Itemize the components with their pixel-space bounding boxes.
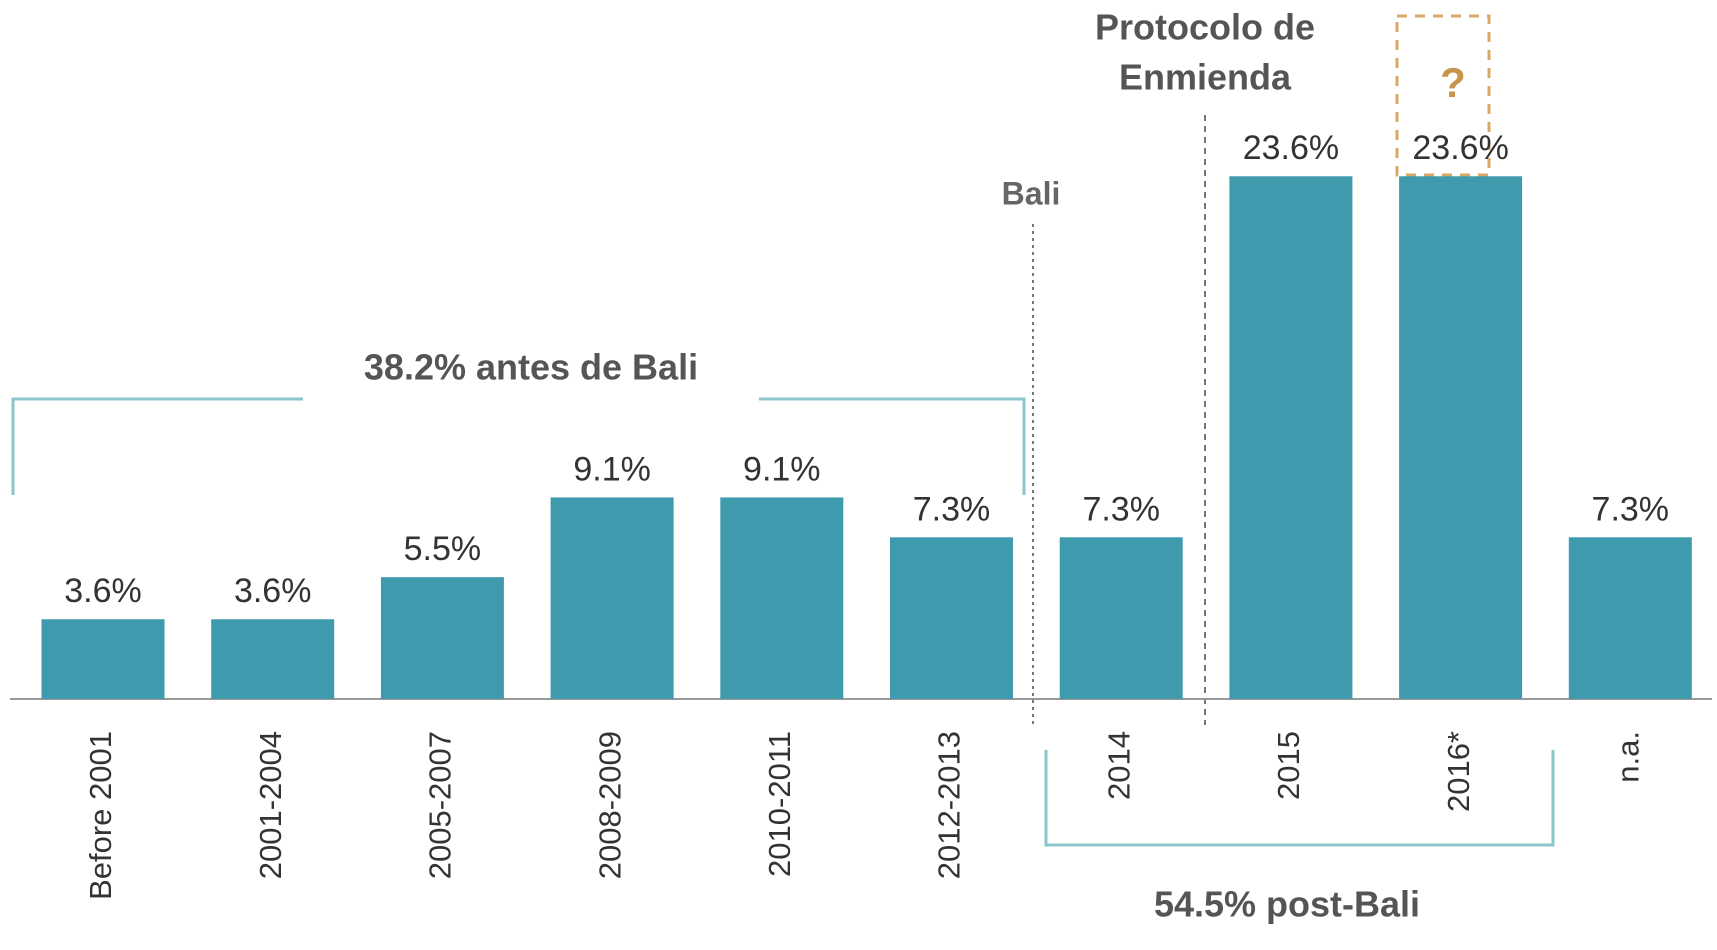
bali-label: Bali [1002,175,1061,211]
unknown-box [1395,14,1491,177]
x-tick-label: 2014 [1101,731,1136,800]
protocol-label: Enmienda [1119,57,1292,98]
bar [380,577,504,699]
x-tick-label: n.a. [1610,731,1645,783]
value-label: 3.6% [64,572,142,610]
bar [550,497,674,699]
x-tick-label: 2016* [1441,731,1476,812]
value-label: 23.6% [1412,129,1508,167]
value-label: 9.1% [573,450,651,488]
value-label: 9.1% [743,450,821,488]
bar [1399,176,1523,699]
x-tick-label: 2005-2007 [423,731,458,879]
x-tick-label: 2010-2011 [762,731,797,877]
bracket-post [1044,750,1555,847]
value-label: 7.3% [1592,490,1670,528]
bar [41,619,165,699]
unknown-label: ? [1440,59,1466,106]
value-label: 23.6% [1243,129,1339,167]
x-tick-label: 2015 [1271,731,1306,800]
post-bali-label: 54.5% post-Bali [1154,884,1420,925]
bar [890,537,1013,699]
protocol-label: Protocolo de [1095,7,1315,48]
x-tick-label: 2001-2004 [253,731,288,879]
bar [1059,537,1183,699]
x-tick-label: Before 2001 [83,731,118,900]
bar [720,497,844,699]
bar [1229,176,1353,699]
value-label: 5.5% [404,530,482,568]
before-bali-label: 38.2% antes de Bali [364,347,698,388]
value-label: 7.3% [1082,490,1160,528]
x-tick-label: 2012-2013 [932,731,967,879]
value-label: 3.6% [234,572,312,610]
bar [1568,537,1692,699]
bracket-before [11,397,1026,495]
value-label: 7.3% [913,490,991,528]
bar [211,619,335,699]
x-tick-label: 2008-2009 [592,731,627,879]
